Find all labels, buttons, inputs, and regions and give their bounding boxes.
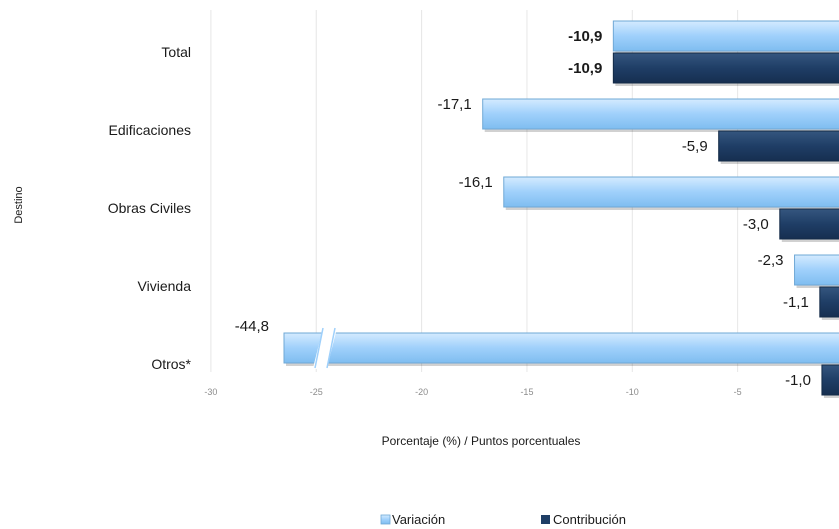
x-tick-label: -20: [415, 387, 428, 397]
category-label: Edificaciones: [109, 122, 192, 138]
bar-variacion: [794, 254, 839, 286]
data-label: -17,1: [437, 96, 471, 113]
legend-item-variacion: Variación: [380, 512, 445, 527]
bar-contribucion: [779, 208, 839, 240]
bar-variacion: [283, 332, 839, 364]
axis-break-gap: [312, 329, 337, 369]
bar-variacion: [503, 176, 839, 208]
bar-variacion: [482, 98, 839, 130]
bar-variacion: [612, 20, 839, 52]
x-tick-label: -15: [520, 387, 533, 397]
bar-contribucion: [612, 52, 839, 84]
bar-contribucion: [718, 130, 839, 162]
legend-swatch-variacion: [380, 514, 391, 525]
data-label: -44,8: [235, 318, 269, 335]
y-axis-title: Destino: [13, 186, 25, 223]
legend-item-contribucion: Contribución: [541, 512, 626, 527]
data-label: -5,9: [682, 138, 708, 155]
x-tick-label: -10: [626, 387, 639, 397]
category-label: Total: [161, 44, 191, 60]
data-label: -16,1: [459, 174, 493, 191]
legend-swatch-contribucion: [541, 515, 550, 524]
data-label: -1,1: [783, 294, 809, 311]
bar-contribucion: [821, 364, 839, 396]
data-label: -10,9: [568, 28, 602, 45]
bar-contribucion: [819, 286, 839, 318]
data-label: -10,9: [568, 60, 602, 77]
category-label: Obras Civiles: [108, 200, 191, 216]
bars: [283, 20, 839, 398]
data-label: -1,0: [785, 372, 811, 389]
axis-break-line: [326, 327, 336, 369]
x-tick-label: -5: [734, 387, 742, 397]
legend: Variación Contribución: [380, 512, 626, 527]
legend-label-contribucion: Contribución: [553, 512, 626, 527]
x-tick-label: -30: [204, 387, 217, 397]
x-tick-label: -25: [310, 387, 323, 397]
data-label: -3,0: [743, 216, 769, 233]
axis-break-line: [314, 327, 324, 369]
category-label: Otros*: [151, 356, 191, 372]
x-axis-title: Porcentaje (%) / Puntos porcentuales: [382, 434, 581, 448]
labels: -30 -25 -20 -15 -10 -5 Total Edificaciones Obras…: [108, 28, 811, 397]
legend-label-variacion: Variación: [392, 512, 445, 527]
data-label: -2,3: [758, 252, 784, 269]
category-label: Vivienda: [138, 278, 192, 294]
